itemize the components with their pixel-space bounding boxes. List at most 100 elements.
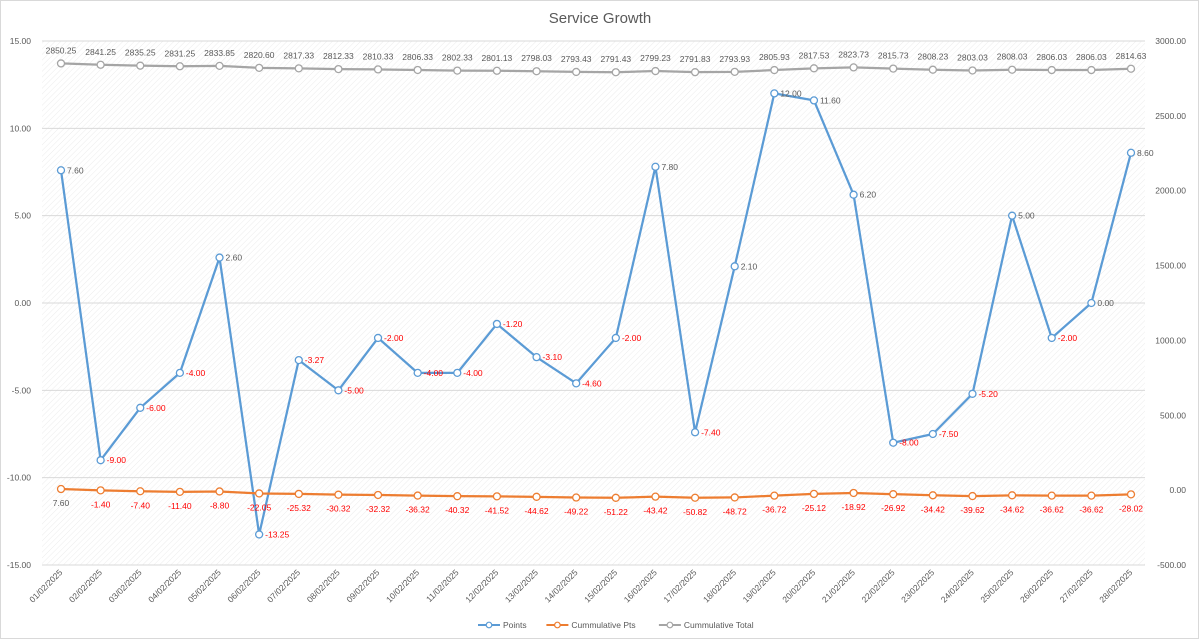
- y-left-tick-label: -10.00: [7, 473, 31, 483]
- cummulative-total-point: [413, 65, 422, 75]
- points-point: [572, 379, 581, 388]
- cummulative-total-data-label: 2810.33: [363, 51, 394, 61]
- cummulative-total-point: [1047, 65, 1056, 75]
- legend-swatch-marker: [485, 621, 493, 629]
- points-data-label: 7.80: [661, 162, 678, 172]
- cummulative-total-data-label: 2835.25: [125, 48, 156, 58]
- chart-title: Service Growth: [549, 10, 652, 27]
- cummulative-pts-data-label: -25.12: [802, 503, 826, 513]
- points-point: [215, 253, 224, 262]
- x-tick-label: 09/02/2025: [344, 567, 381, 604]
- points-point: [690, 428, 700, 437]
- cummulative-total-point: [889, 64, 898, 73]
- x-tick-label: 08/02/2025: [305, 567, 342, 604]
- points-point: [1007, 211, 1017, 220]
- legend[interactable]: Points Cummulative Pts Cummulative Total: [478, 620, 754, 630]
- cummulative-total-point: [373, 65, 383, 74]
- cummulative-pts-point: [215, 487, 224, 496]
- cummulative-pts-data-label: -34.62: [1000, 504, 1024, 514]
- points-data-label: -4.00: [424, 368, 444, 378]
- cummulative-total-point: [254, 63, 264, 73]
- legend-item-cummulative-pts[interactable]: Cummulative Pts: [546, 620, 636, 630]
- cummulative-total-point: [96, 60, 105, 69]
- cummulative-total-point: [492, 66, 502, 75]
- cummulative-total-point: [651, 66, 660, 76]
- x-tick-label: 02/02/2025: [67, 567, 104, 604]
- x-tick-label: 10/02/2025: [384, 567, 421, 604]
- cummulative-pts-point: [611, 493, 620, 502]
- cummulative-total-data-label: 2808.23: [917, 52, 948, 62]
- y-right-tick-label: 2500.00: [1155, 111, 1186, 121]
- cummulative-total-point: [294, 64, 303, 73]
- legend-item-cummulative-total[interactable]: Cummulative Total: [658, 620, 754, 630]
- cummulative-pts-point: [730, 493, 739, 502]
- points-data-label: -5.20: [978, 389, 998, 399]
- cummulative-pts-data-label: -32.32: [366, 504, 390, 514]
- cummulative-pts-point: [1087, 491, 1096, 500]
- cummulative-pts-data-label: -41.52: [485, 505, 509, 515]
- cummulative-pts-point: [96, 486, 105, 495]
- y-left-tick-label: 15.00: [10, 36, 32, 46]
- cummulative-pts-data-label: -28.02: [1119, 503, 1143, 513]
- cummulative-total-point: [1126, 64, 1136, 73]
- points-point: [730, 262, 739, 271]
- cummulative-total-point: [690, 68, 700, 77]
- cummulative-total-data-label: 2799.23: [640, 53, 671, 63]
- series-layer: [56, 59, 1136, 539]
- points-point: [611, 333, 620, 343]
- cummulative-pts-point: [532, 492, 541, 501]
- cummulative-total-data-label: 2833.85: [204, 48, 235, 58]
- cummulative-pts-data-label: -26.92: [881, 503, 905, 513]
- y-axis-left: 15.00 10.00 5.00 0.00 -5.00 -10.00 -15.00: [7, 36, 31, 570]
- points-data-label: -3.10: [543, 352, 563, 362]
- x-tick-label: 01/02/2025: [27, 567, 64, 604]
- cummulative-pts-point: [136, 487, 145, 496]
- cummulative-pts-data-label: -7.40: [131, 500, 151, 510]
- y-axis-right: 3000.00 2500.00 2000.00 1500.00 1000.00 500.0…: [1155, 36, 1186, 570]
- legend-label: Cummulative Pts: [571, 620, 635, 630]
- points-point: [453, 368, 462, 378]
- x-tick-label: 24/02/2025: [939, 567, 976, 604]
- x-tick-label: 05/02/2025: [186, 567, 223, 604]
- x-tick-label: 25/02/2025: [978, 567, 1015, 604]
- cummulative-pts-point: [1007, 491, 1017, 500]
- x-tick-label: 07/02/2025: [265, 567, 302, 604]
- x-tick-label: 11/02/2025: [424, 567, 461, 604]
- x-tick-label: 17/02/2025: [661, 567, 698, 604]
- legend-label: Cummulative Total: [684, 620, 754, 630]
- x-tick-label: 04/02/2025: [146, 567, 183, 604]
- x-tick-label: 06/02/2025: [225, 567, 262, 604]
- cummulative-pts-data-label: -43.42: [643, 506, 667, 516]
- cummulative-pts-data-label: -48.72: [723, 506, 747, 516]
- y-right-tick-label: 2000.00: [1155, 186, 1186, 196]
- cummulative-total-data-label: 2791.43: [600, 54, 631, 64]
- points-data-label: -2.00: [1058, 333, 1078, 343]
- points-data-label: -3.27: [305, 355, 325, 365]
- cummulative-total-data-label: 2793.93: [719, 54, 750, 64]
- cummulative-total-point: [453, 66, 462, 75]
- y-left-tick-label: -15.00: [7, 560, 31, 570]
- cummulative-pts-point: [651, 492, 660, 501]
- x-axis: 01/02/2025 02/02/2025 03/02/2025 04/02/2025…: [27, 567, 1134, 604]
- cummulative-total-point: [334, 64, 343, 74]
- cummulative-total-point: [968, 66, 977, 75]
- cummulative-total-point: [1007, 65, 1017, 74]
- data-labels: 7.60 -9.00 -6.00 -4.00 2.60 -13.25 -3.27 -5.00 -…: [46, 45, 1154, 539]
- points-data-label: -9.00: [107, 455, 127, 465]
- cummulative-total-data-label: 2791.83: [680, 54, 711, 64]
- cummulative-total-point: [730, 67, 739, 77]
- points-data-label: -1.20: [503, 319, 523, 329]
- points-point: [56, 166, 66, 175]
- y-right-tick-label: 3000.00: [1155, 36, 1186, 46]
- cummulative-pts-data-label: -44.62: [525, 506, 549, 516]
- cummulative-pts-point: [334, 490, 343, 499]
- points-data-label: 7.60: [67, 165, 84, 175]
- legend-item-points[interactable]: Points: [478, 620, 527, 630]
- legend-swatch-marker: [554, 621, 561, 629]
- cummulative-total-data-label: 2798.03: [521, 53, 552, 63]
- cummulative-pts-data-label: -11.40: [168, 501, 192, 511]
- cummulative-pts-data-label: -51.22: [604, 507, 628, 517]
- points-data-label: 5.00: [1018, 211, 1035, 221]
- points-point: [96, 456, 105, 465]
- legend-swatch-marker: [666, 621, 674, 629]
